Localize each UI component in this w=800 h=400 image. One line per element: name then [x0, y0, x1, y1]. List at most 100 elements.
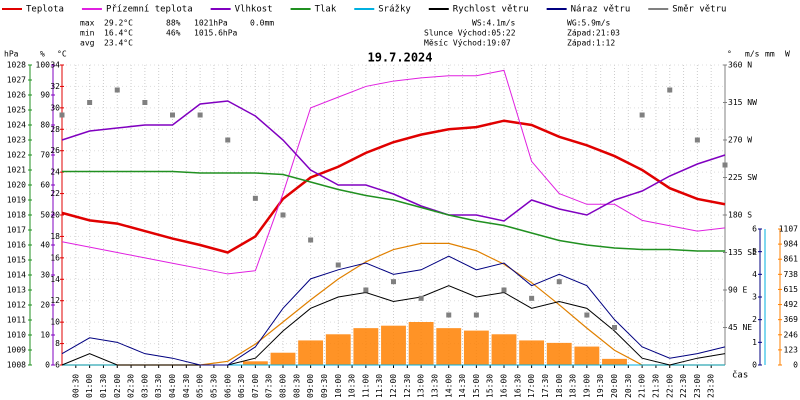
y-tick-label: 0 — [45, 361, 50, 370]
y-tick-label: 1022 — [7, 151, 26, 160]
y-tick-label: 18 — [50, 232, 60, 241]
scatter-point — [694, 137, 700, 143]
stat-text: 1015.6hPa — [194, 29, 238, 38]
series-line — [61, 285, 726, 366]
radiation-bar — [353, 328, 379, 365]
x-tick-label: 18:00 — [555, 374, 564, 398]
scatter-point — [59, 112, 65, 118]
scatter-point — [556, 279, 562, 285]
y-axis-unit: % — [40, 50, 45, 59]
stat-text: 29.2°C — [104, 19, 133, 28]
x-tick-label: 05:30 — [209, 374, 218, 398]
scatter-point — [612, 325, 617, 330]
x-tick-label: 09:00 — [306, 374, 315, 398]
scatter-point — [501, 287, 507, 293]
radiation-bar — [298, 340, 324, 365]
info-text: Slunce Východ:05:22 — [424, 29, 516, 38]
x-tick-label: 16:30 — [513, 374, 522, 398]
y-tick-label: 14 — [50, 275, 60, 284]
scatter-point — [722, 162, 728, 168]
scatter-point — [252, 195, 258, 201]
y-axis-unit: °C — [57, 50, 67, 59]
x-tick-label: 07:30 — [265, 374, 274, 398]
radiation-bar — [381, 325, 406, 365]
x-tick-label: 11:30 — [375, 374, 384, 398]
x-tick-label: 23:00 — [693, 374, 702, 398]
x-tick-label: 17:30 — [541, 374, 550, 398]
x-tick-label: 14:00 — [444, 374, 453, 398]
radiation-bar — [546, 342, 572, 365]
radiation-bar — [574, 346, 600, 365]
y-tick-label: 123 — [784, 345, 799, 354]
x-tick-label: 02:00 — [113, 374, 122, 398]
info-text: WS:4.1m/s — [472, 19, 516, 28]
y-tick-label: 3 — [752, 293, 757, 302]
y-tick-label: 1019 — [7, 196, 26, 205]
x-tick-label: 13:00 — [417, 374, 426, 398]
x-tick-label: 11:00 — [361, 374, 370, 398]
legend-label: Náraz větru — [571, 5, 631, 15]
y-tick-label: 1024 — [7, 121, 26, 130]
y-tick-label: 1013 — [7, 286, 26, 295]
stat-text: min — [80, 29, 95, 38]
y-tick-label: 738 — [784, 270, 799, 279]
y-tick-label: 20 — [50, 211, 60, 220]
y-tick-label: 24 — [50, 168, 60, 177]
y-tick-label: 1023 — [7, 136, 26, 145]
y-tick-label: 0 — [752, 361, 757, 370]
y-tick-label: 45 NE — [728, 323, 752, 332]
x-axis-label: čas — [732, 370, 748, 381]
scatter-point — [529, 295, 535, 301]
y-tick-label: 30 — [40, 271, 50, 280]
y-tick-label: 270 W — [728, 136, 752, 145]
y-tick-label: 1009 — [7, 346, 26, 355]
x-tick-label: 01:30 — [99, 374, 108, 398]
legend-label: Teplota — [26, 5, 64, 15]
x-tick-label: 04:00 — [168, 374, 177, 398]
y-tick-label: 1016 — [7, 241, 26, 250]
y-tick-label: 4 — [752, 270, 757, 279]
scatter-point — [87, 100, 93, 105]
y-tick-label: 1021 — [7, 166, 26, 175]
y-tick-label: 246 — [784, 330, 799, 339]
stat-text: 0.0mm — [250, 19, 274, 28]
y-tick-label: 1028 — [7, 61, 26, 70]
x-tick-label: 20:30 — [624, 374, 633, 398]
y-tick-label: 1014 — [7, 271, 26, 280]
series-line — [61, 255, 726, 366]
y-tick-label: 1025 — [7, 106, 26, 115]
y-tick-label: 861 — [784, 255, 799, 264]
scatter-point — [391, 279, 396, 285]
y-tick-label: 369 — [784, 315, 799, 324]
scatter-point — [418, 295, 424, 301]
y-tick-label: 984 — [784, 240, 799, 249]
y-tick-label: 50 — [40, 211, 50, 220]
y-tick-label: 180 S — [728, 211, 752, 220]
y-tick-label: 1012 — [7, 301, 26, 310]
x-tick-label: 04:30 — [182, 374, 191, 398]
x-tick-label: 08:00 — [279, 374, 288, 398]
legend-label: Vlhkost — [235, 5, 273, 15]
scatter-point — [584, 312, 590, 318]
x-tick-label: 00:30 — [71, 374, 80, 398]
y-tick-label: 135 SE — [728, 248, 757, 257]
x-tick-label: 06:30 — [237, 374, 246, 398]
scatter-point — [225, 137, 231, 143]
scatter-point — [335, 262, 341, 268]
info-text: WG:5.9m/s — [567, 19, 611, 28]
radiation-bar — [519, 340, 545, 365]
y-axis-unit: mm — [765, 50, 775, 59]
scatter-point — [197, 112, 203, 118]
y-tick-label: 40 — [40, 241, 50, 250]
y-tick-label: 60 — [40, 181, 50, 190]
x-tick-label: 12:30 — [403, 374, 412, 398]
series-line — [61, 119, 726, 254]
y-tick-label: 100 — [36, 61, 51, 70]
legend-label: Srážky — [378, 5, 411, 15]
legend-label: Směr větru — [672, 5, 726, 15]
radiation-bar — [602, 358, 627, 365]
scatter-point — [446, 312, 452, 318]
info-text: Západ:1:12 — [567, 39, 615, 48]
radiation-bar — [408, 322, 434, 365]
x-tick-label: 16:00 — [500, 374, 509, 398]
